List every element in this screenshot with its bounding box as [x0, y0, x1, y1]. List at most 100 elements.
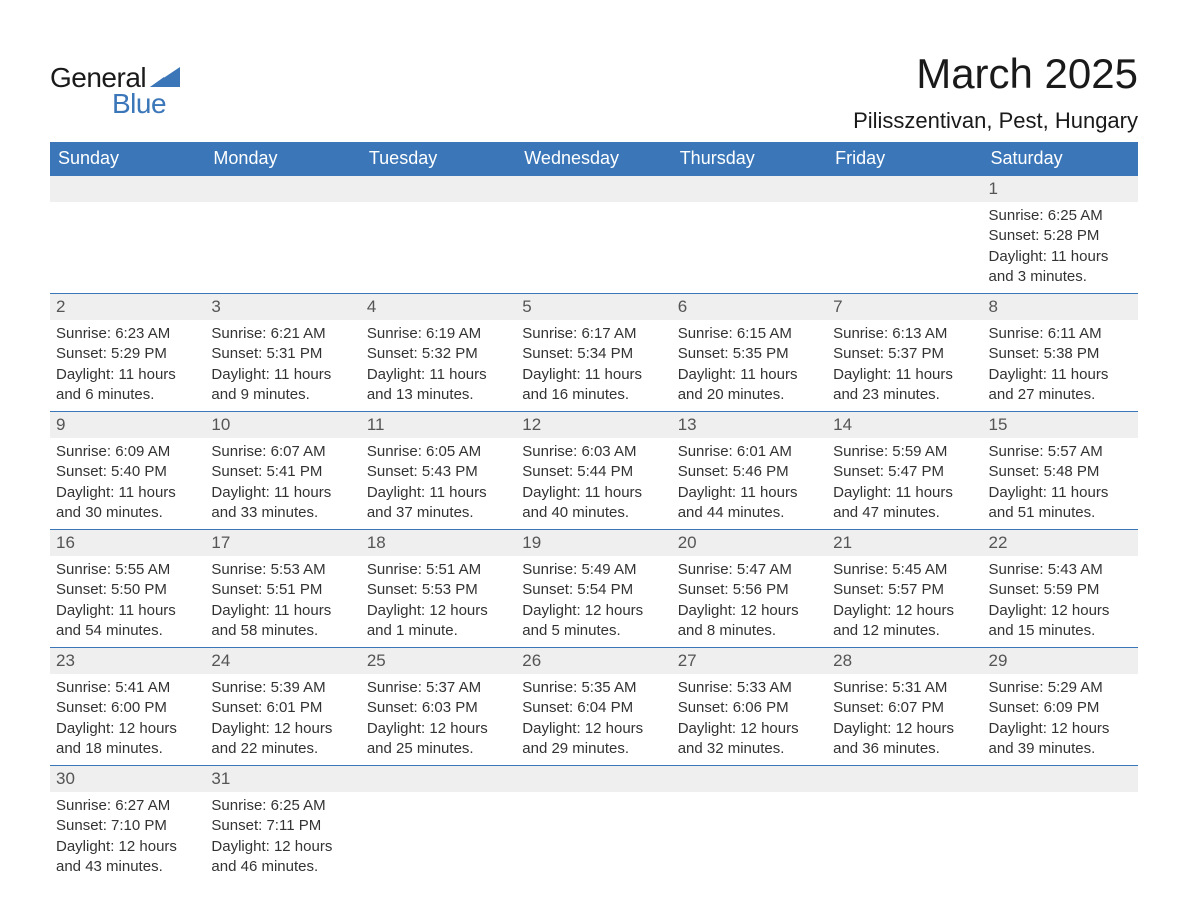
day-cell-body: Sunrise: 5:59 AMSunset: 5:47 PMDaylight:… [827, 438, 982, 529]
day-detail: Sunrise: 5:53 AMSunset: 5:51 PMDaylight:… [205, 556, 360, 647]
day-sunrise: Sunrise: 5:31 AM [833, 678, 976, 698]
day-daylight2: and 13 minutes. [367, 385, 510, 405]
day-cell-body: Sunrise: 5:39 AMSunset: 6:01 PMDaylight:… [205, 674, 360, 765]
week-daynum-row: 23242526272829 [50, 647, 1138, 674]
week-daynum-row: 16171819202122 [50, 529, 1138, 556]
day-cell-num: 9 [50, 411, 205, 438]
day-sunrise: Sunrise: 5:47 AM [678, 560, 821, 580]
day-detail: Sunrise: 5:57 AMSunset: 5:48 PMDaylight:… [983, 438, 1138, 529]
day-sunset: Sunset: 6:00 PM [56, 698, 199, 718]
day-daylight1: Daylight: 11 hours [522, 483, 665, 503]
weekday-header: Friday [827, 142, 982, 175]
day-sunset: Sunset: 5:57 PM [833, 580, 976, 600]
day-cell-num: 15 [983, 411, 1138, 438]
day-daylight2: and 43 minutes. [56, 857, 199, 877]
day-number [205, 175, 360, 202]
day-detail: Sunrise: 5:39 AMSunset: 6:01 PMDaylight:… [205, 674, 360, 765]
day-cell-num: 21 [827, 529, 982, 556]
day-sunrise: Sunrise: 6:15 AM [678, 324, 821, 344]
day-daylight1: Daylight: 11 hours [989, 247, 1132, 267]
day-sunset: Sunset: 5:53 PM [367, 580, 510, 600]
day-number: 1 [983, 175, 1138, 202]
day-cell-body: Sunrise: 5:41 AMSunset: 6:00 PMDaylight:… [50, 674, 205, 765]
day-detail [827, 202, 982, 222]
day-cell-body: Sunrise: 6:17 AMSunset: 5:34 PMDaylight:… [516, 320, 671, 411]
day-sunset: Sunset: 5:48 PM [989, 462, 1132, 482]
day-sunrise: Sunrise: 5:45 AM [833, 560, 976, 580]
day-detail: Sunrise: 6:15 AMSunset: 5:35 PMDaylight:… [672, 320, 827, 411]
day-cell-num: 1 [983, 175, 1138, 202]
day-daylight2: and 27 minutes. [989, 385, 1132, 405]
day-detail: Sunrise: 6:01 AMSunset: 5:46 PMDaylight:… [672, 438, 827, 529]
day-cell-num: 25 [361, 647, 516, 674]
week-daynum-row: 1 [50, 175, 1138, 202]
day-number: 7 [827, 293, 982, 320]
day-cell-num: 2 [50, 293, 205, 320]
day-number: 15 [983, 411, 1138, 438]
day-cell-body: Sunrise: 6:25 AMSunset: 7:11 PMDaylight:… [205, 792, 360, 883]
day-daylight1: Daylight: 12 hours [56, 837, 199, 857]
day-sunset: Sunset: 5:34 PM [522, 344, 665, 364]
day-daylight2: and 40 minutes. [522, 503, 665, 523]
day-sunset: Sunset: 5:46 PM [678, 462, 821, 482]
day-daylight2: and 8 minutes. [678, 621, 821, 641]
day-daylight2: and 9 minutes. [211, 385, 354, 405]
day-daylight2: and 44 minutes. [678, 503, 821, 523]
day-cell-body: Sunrise: 6:11 AMSunset: 5:38 PMDaylight:… [983, 320, 1138, 411]
day-number: 30 [50, 765, 205, 792]
day-detail: Sunrise: 5:41 AMSunset: 6:00 PMDaylight:… [50, 674, 205, 765]
day-daylight2: and 20 minutes. [678, 385, 821, 405]
day-daylight2: and 5 minutes. [522, 621, 665, 641]
day-sunset: Sunset: 6:09 PM [989, 698, 1132, 718]
day-detail: Sunrise: 5:45 AMSunset: 5:57 PMDaylight:… [827, 556, 982, 647]
day-sunrise: Sunrise: 6:05 AM [367, 442, 510, 462]
day-detail [672, 202, 827, 222]
day-detail: Sunrise: 5:31 AMSunset: 6:07 PMDaylight:… [827, 674, 982, 765]
day-sunrise: Sunrise: 6:01 AM [678, 442, 821, 462]
day-detail: Sunrise: 6:09 AMSunset: 5:40 PMDaylight:… [50, 438, 205, 529]
day-cell-body: Sunrise: 6:25 AMSunset: 5:28 PMDaylight:… [983, 202, 1138, 293]
day-cell-num: 8 [983, 293, 1138, 320]
day-sunrise: Sunrise: 6:23 AM [56, 324, 199, 344]
month-title: March 2025 [853, 50, 1138, 98]
day-daylight2: and 6 minutes. [56, 385, 199, 405]
day-cell-num: 19 [516, 529, 671, 556]
day-cell-body: Sunrise: 5:47 AMSunset: 5:56 PMDaylight:… [672, 556, 827, 647]
day-detail: Sunrise: 6:23 AMSunset: 5:29 PMDaylight:… [50, 320, 205, 411]
day-detail [205, 202, 360, 222]
day-number [672, 765, 827, 792]
day-cell-body: Sunrise: 6:15 AMSunset: 5:35 PMDaylight:… [672, 320, 827, 411]
day-sunset: Sunset: 5:38 PM [989, 344, 1132, 364]
day-cell-num [983, 765, 1138, 792]
day-number: 18 [361, 529, 516, 556]
day-daylight1: Daylight: 12 hours [367, 719, 510, 739]
day-daylight1: Daylight: 12 hours [678, 719, 821, 739]
day-daylight1: Daylight: 11 hours [56, 601, 199, 621]
day-detail: Sunrise: 6:17 AMSunset: 5:34 PMDaylight:… [516, 320, 671, 411]
day-sunset: Sunset: 5:32 PM [367, 344, 510, 364]
day-number [827, 175, 982, 202]
day-cell-num [672, 175, 827, 202]
day-detail: Sunrise: 6:25 AMSunset: 7:11 PMDaylight:… [205, 792, 360, 883]
day-number: 4 [361, 293, 516, 320]
day-number: 26 [516, 647, 671, 674]
day-daylight1: Daylight: 11 hours [367, 365, 510, 385]
day-cell-num: 13 [672, 411, 827, 438]
day-daylight1: Daylight: 12 hours [989, 601, 1132, 621]
day-sunrise: Sunrise: 6:27 AM [56, 796, 199, 816]
day-cell-num [516, 765, 671, 792]
day-detail: Sunrise: 5:59 AMSunset: 5:47 PMDaylight:… [827, 438, 982, 529]
day-sunset: Sunset: 6:06 PM [678, 698, 821, 718]
day-sunset: Sunset: 6:03 PM [367, 698, 510, 718]
day-cell-num: 23 [50, 647, 205, 674]
day-detail [672, 792, 827, 812]
weekday-header: Saturday [983, 142, 1138, 175]
day-daylight2: and 12 minutes. [833, 621, 976, 641]
day-sunset: Sunset: 5:37 PM [833, 344, 976, 364]
day-number [361, 765, 516, 792]
day-sunset: Sunset: 5:56 PM [678, 580, 821, 600]
day-sunset: Sunset: 5:50 PM [56, 580, 199, 600]
day-daylight1: Daylight: 12 hours [678, 601, 821, 621]
weekday-header: Sunday [50, 142, 205, 175]
day-daylight1: Daylight: 11 hours [56, 365, 199, 385]
